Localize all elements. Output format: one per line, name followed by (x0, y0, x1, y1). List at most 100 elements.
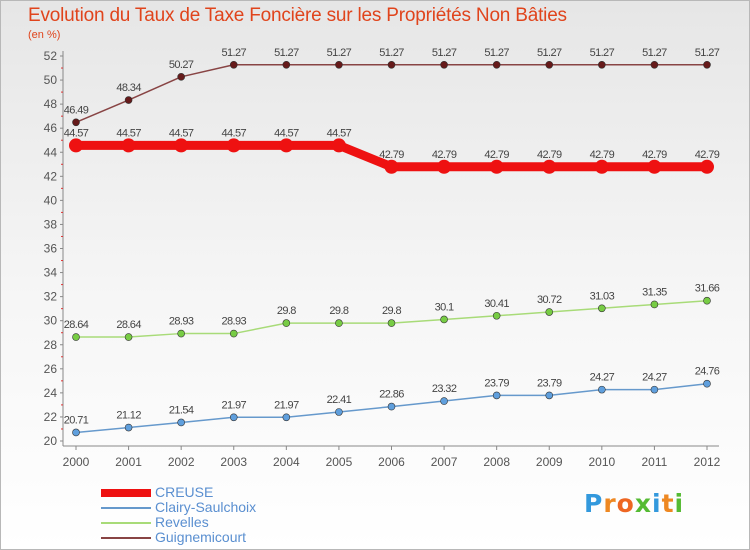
data-label-guignemicourt: 51.27 (274, 47, 299, 59)
data-point-revelles (124, 333, 133, 341)
data-point-clairy-saulchoix (177, 418, 185, 427)
data-point-guignemicourt (703, 60, 711, 69)
data-label-revelles: 28.93 (221, 316, 246, 328)
data-label-creuse: 44.57 (327, 127, 352, 139)
data-point-clairy-saulchoix (598, 385, 606, 394)
y-tick-label: 22 (44, 410, 58, 424)
data-label-clairy-saulchoix: 24.76 (695, 366, 720, 378)
data-label-clairy-saulchoix: 24.27 (590, 372, 615, 384)
logo-letter: P (584, 489, 604, 518)
y-tick-label: 44 (44, 145, 58, 159)
data-label-guignemicourt: 51.27 (695, 47, 720, 59)
x-tick-label: 2006 (378, 455, 405, 469)
data-label-creuse: 42.79 (695, 149, 720, 161)
data-point-guignemicourt (650, 60, 659, 69)
data-point-creuse (384, 159, 399, 174)
series-line-guignemicourt (75, 64, 708, 124)
y-tick-label: 50 (44, 73, 58, 87)
data-label-guignemicourt: 46.49 (64, 104, 89, 116)
data-label-guignemicourt: 51.27 (432, 47, 457, 59)
data-label-guignemicourt: 51.27 (642, 47, 667, 59)
data-label-clairy-saulchoix: 23.32 (432, 383, 457, 395)
data-label-clairy-saulchoix: 20.71 (64, 414, 89, 426)
y-tick-label: 36 (44, 242, 58, 256)
data-label-creuse: 44.57 (221, 127, 246, 139)
data-label-creuse: 44.57 (116, 127, 141, 139)
data-point-revelles (598, 304, 606, 313)
legend-swatch (101, 507, 151, 509)
y-tick-label: 40 (44, 193, 58, 207)
legend-label: Revelles (155, 514, 209, 530)
data-point-clairy-saulchoix (703, 379, 711, 388)
data-point-guignemicourt (387, 60, 396, 69)
data-point-revelles (703, 296, 711, 305)
proxiti-logo: Proxiti (584, 489, 684, 518)
x-tick-label: 2011 (642, 455, 668, 469)
data-label-revelles: 28.93 (169, 316, 194, 328)
data-label-revelles: 31.66 (695, 283, 720, 295)
data-label-guignemicourt: 51.27 (221, 47, 246, 59)
y-tick-label: 52 (44, 49, 58, 63)
y-tick-label: 26 (44, 362, 58, 376)
x-tick-label: 2002 (168, 455, 195, 469)
x-tick-label: 2010 (588, 455, 615, 469)
data-label-creuse: 42.79 (379, 149, 404, 161)
data-label-revelles: 29.8 (277, 305, 296, 317)
data-label-guignemicourt: 51.27 (327, 47, 352, 59)
data-label-guignemicourt: 51.27 (484, 47, 509, 59)
data-point-guignemicourt (229, 60, 238, 69)
data-label-clairy-saulchoix: 22.41 (327, 394, 352, 406)
data-point-guignemicourt (282, 60, 291, 69)
data-label-guignemicourt: 51.27 (379, 47, 404, 59)
data-label-clairy-saulchoix: 22.86 (379, 389, 404, 401)
logo-letter: o (616, 489, 635, 518)
x-tick-label: 2004 (273, 455, 300, 469)
data-label-creuse: 44.57 (274, 127, 299, 139)
data-label-clairy-saulchoix: 24.27 (642, 372, 667, 384)
data-point-creuse (279, 138, 294, 153)
data-point-revelles (492, 311, 501, 320)
chart-subtitle: (en %) (28, 29, 61, 41)
data-label-revelles: 28.64 (64, 319, 89, 331)
data-point-revelles (282, 319, 291, 327)
data-label-creuse: 42.79 (590, 149, 615, 161)
chart-title: Evolution du Taux de Taxe Foncière sur l… (28, 5, 567, 26)
data-point-creuse (489, 159, 504, 174)
y-tick-label: 34 (44, 266, 58, 280)
data-point-guignemicourt (177, 73, 185, 81)
y-tick-label: 48 (44, 97, 58, 111)
data-point-creuse (437, 159, 452, 174)
logo-letter: x (634, 489, 652, 518)
y-tick-label: 46 (44, 121, 58, 135)
data-point-clairy-saulchoix (335, 408, 343, 416)
data-label-revelles: 30.1 (435, 301, 454, 313)
data-point-clairy-saulchoix (440, 397, 448, 405)
data-label-revelles: 31.35 (642, 286, 667, 298)
data-point-clairy-saulchoix (124, 423, 133, 432)
data-label-guignemicourt: 51.27 (537, 47, 562, 59)
logo-letter: i (652, 489, 662, 518)
legend-label: Guignemicourt (155, 529, 247, 545)
data-label-revelles: 30.41 (484, 298, 509, 310)
data-point-guignemicourt (72, 118, 80, 127)
data-label-creuse: 44.57 (64, 127, 89, 139)
data-point-creuse (647, 159, 662, 174)
data-point-creuse (69, 138, 83, 153)
data-point-revelles (229, 329, 238, 338)
data-point-revelles (545, 308, 554, 316)
x-tick-label: 2003 (220, 455, 247, 469)
data-label-creuse: 42.79 (432, 149, 457, 161)
logo-letter: i (674, 489, 685, 518)
data-label-guignemicourt: 50.27 (169, 59, 194, 71)
line-chart: 20 22 24 26 28 30 32 34 36 38 40 42 44 46 48 50 52 2000 20… (44, 47, 721, 469)
data-label-clairy-saulchoix: 23.79 (537, 377, 562, 389)
legend-label: CREUSE (155, 484, 214, 500)
data-label-revelles: 28.64 (116, 319, 141, 331)
legend-swatch (101, 537, 151, 539)
x-tick-label: 2005 (326, 455, 353, 469)
data-point-clairy-saulchoix (545, 391, 554, 400)
y-tick-label: 32 (44, 290, 58, 304)
data-point-creuse (594, 159, 609, 174)
data-label-clairy-saulchoix: 21.97 (274, 399, 299, 411)
